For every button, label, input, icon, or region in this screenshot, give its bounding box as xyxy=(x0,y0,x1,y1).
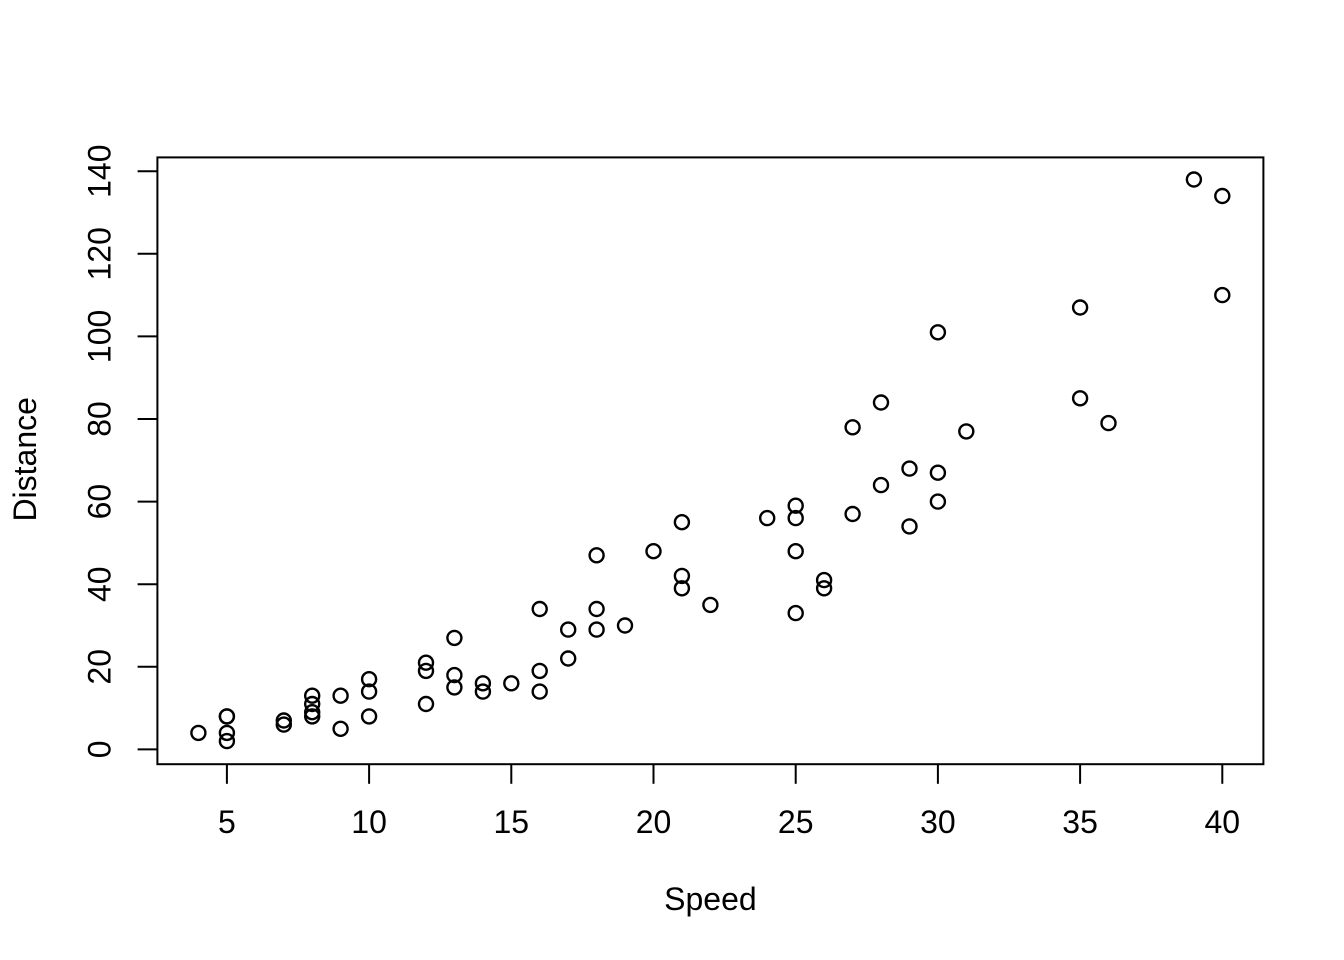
svg-text:40: 40 xyxy=(82,566,118,602)
svg-text:140: 140 xyxy=(82,145,118,198)
svg-text:10: 10 xyxy=(351,804,387,840)
svg-text:100: 100 xyxy=(82,310,118,363)
svg-text:80: 80 xyxy=(82,401,118,437)
svg-text:Distance: Distance xyxy=(7,397,43,522)
svg-text:0: 0 xyxy=(82,741,118,759)
svg-text:30: 30 xyxy=(920,804,956,840)
svg-text:60: 60 xyxy=(82,484,118,520)
svg-text:120: 120 xyxy=(82,227,118,280)
svg-text:20: 20 xyxy=(636,804,672,840)
svg-text:40: 40 xyxy=(1205,804,1241,840)
svg-text:Speed: Speed xyxy=(664,881,757,917)
svg-text:35: 35 xyxy=(1062,804,1098,840)
svg-text:25: 25 xyxy=(778,804,814,840)
svg-text:20: 20 xyxy=(82,649,118,685)
svg-text:15: 15 xyxy=(494,804,530,840)
svg-text:5: 5 xyxy=(218,804,236,840)
